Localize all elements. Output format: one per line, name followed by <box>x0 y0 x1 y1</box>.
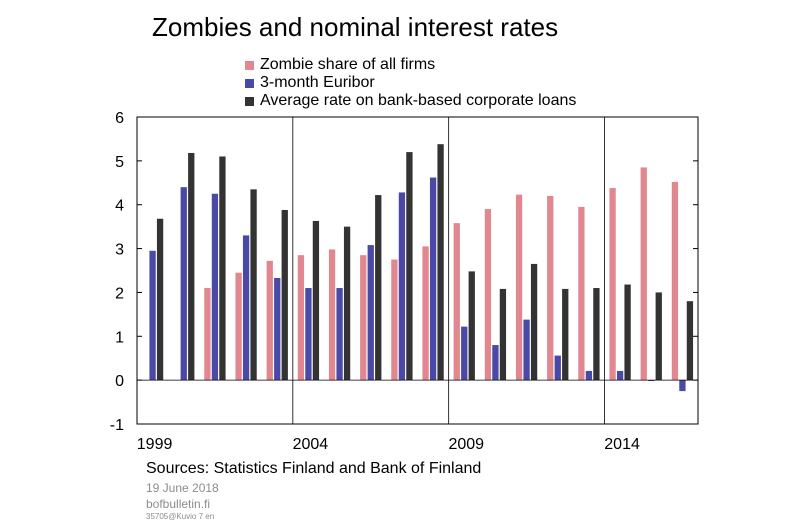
bar-loans-2001 <box>219 156 226 381</box>
legend-label-loans: Average rate on bank-based corporate loa… <box>260 92 577 109</box>
bar-euribor-2003 <box>274 277 281 381</box>
bar-loans-2006 <box>375 195 382 381</box>
chart-title: Zombies and nominal interest rates <box>152 12 559 42</box>
publish-date: 19 June 2018 <box>146 481 219 495</box>
bar-euribor-2015 <box>648 380 655 382</box>
bar-zombie-2005 <box>328 249 336 381</box>
x-tick-label-1999: 1999 <box>137 436 173 453</box>
bar-euribor-2012 <box>554 355 561 381</box>
y-tick-label-5: 5 <box>115 154 124 171</box>
bar-euribor-2005 <box>336 288 343 381</box>
bar-loans-2005 <box>343 226 351 381</box>
figure-code: 35705@Kuvio 7 en <box>146 512 215 521</box>
bar-loans-2004 <box>312 220 320 381</box>
bar-euribor-2011 <box>523 319 530 381</box>
y-tick-label-1: 1 <box>115 329 124 346</box>
bar-euribor-2001 <box>211 193 219 381</box>
bar-loans-2008 <box>437 144 444 381</box>
legend-swatch-zombie <box>245 60 254 70</box>
bar-zombie-2010 <box>484 209 492 381</box>
legend-item-loans: Average rate on bank-based corporate loa… <box>245 92 576 110</box>
y-tick-label-6: 6 <box>115 110 124 127</box>
x-tick-label-2014: 2014 <box>604 436 640 453</box>
bar-zombie-2014 <box>609 188 616 381</box>
bar-euribor-2004 <box>305 288 312 381</box>
bar-euribor-2000 <box>180 187 187 381</box>
bar-zombie-2009 <box>453 223 460 381</box>
bar-loans-2016 <box>686 301 694 381</box>
bar-zombie-2011 <box>515 194 523 381</box>
y-tick-label-4: 4 <box>115 198 124 215</box>
bar-loans-2012 <box>562 288 569 381</box>
x-tick-label-2009: 2009 <box>448 436 484 453</box>
bar-zombie-2008 <box>422 246 429 381</box>
bar-loans-2015 <box>655 292 662 381</box>
legend: Zombie share of all firms 3-month Euribo… <box>245 56 576 110</box>
bar-loans-2011 <box>530 263 538 381</box>
legend-swatch-euribor <box>245 78 254 88</box>
bar-zombie-2016 <box>671 181 679 381</box>
bar-loans-2003 <box>281 209 288 381</box>
source-note: Sources: Statistics Finland and Bank of … <box>146 460 482 477</box>
y-tick-label-2: 2 <box>115 285 124 302</box>
y-tick-label-3: 3 <box>115 242 124 259</box>
bar-zombie-2004 <box>297 255 305 381</box>
bar-loans-2007 <box>406 152 413 381</box>
bar-euribor-1999 <box>149 250 156 381</box>
bar-loans-2000 <box>188 152 195 381</box>
site-link[interactable]: bofbulletin.fi <box>146 497 211 511</box>
legend-item-euribor: 3-month Euribor <box>245 74 576 92</box>
bar-euribor-2010 <box>492 345 499 381</box>
bar-loans-2013 <box>593 288 600 381</box>
bar-chart: 6 5 4 3 2 1 0 -1 1999 2004 2009 2014 <box>110 110 699 453</box>
bar-zombie-2006 <box>360 255 367 381</box>
bar-zombie-2013 <box>578 206 585 381</box>
bar-loans-2014 <box>624 284 631 381</box>
bar-euribor-2009 <box>461 326 468 381</box>
bar-euribor-2016 <box>679 380 686 392</box>
y-tick-label--1: -1 <box>110 417 124 434</box>
bar-zombie-2003 <box>266 260 273 381</box>
x-tick-label-2004: 2004 <box>293 436 329 453</box>
bar-loans-2009 <box>468 271 475 381</box>
bar-euribor-2006 <box>367 245 374 381</box>
plot-frame <box>136 116 699 425</box>
bar-zombie-2002 <box>235 272 242 381</box>
bar-euribor-2013 <box>585 370 593 381</box>
bar-zombie-2012 <box>547 195 554 381</box>
bar-euribor-2014 <box>616 370 624 381</box>
bar-loans-2002 <box>250 189 257 381</box>
bar-euribor-2007 <box>398 192 406 381</box>
bar-euribor-2008 <box>429 177 437 381</box>
bar-euribor-2002 <box>242 235 250 381</box>
legend-item-zombie: Zombie share of all firms <box>245 56 576 74</box>
bar-loans-1999 <box>156 218 164 381</box>
bar-loans-2010 <box>499 288 507 381</box>
bar-zombie-2001 <box>204 288 211 381</box>
legend-label-euribor: 3-month Euribor <box>260 74 375 91</box>
bar-zombie-2007 <box>391 259 398 381</box>
legend-swatch-loans <box>245 96 254 106</box>
y-tick-label-0: 0 <box>115 373 124 390</box>
bar-zombie-2015 <box>640 167 647 381</box>
legend-label-zombie: Zombie share of all firms <box>260 56 436 73</box>
